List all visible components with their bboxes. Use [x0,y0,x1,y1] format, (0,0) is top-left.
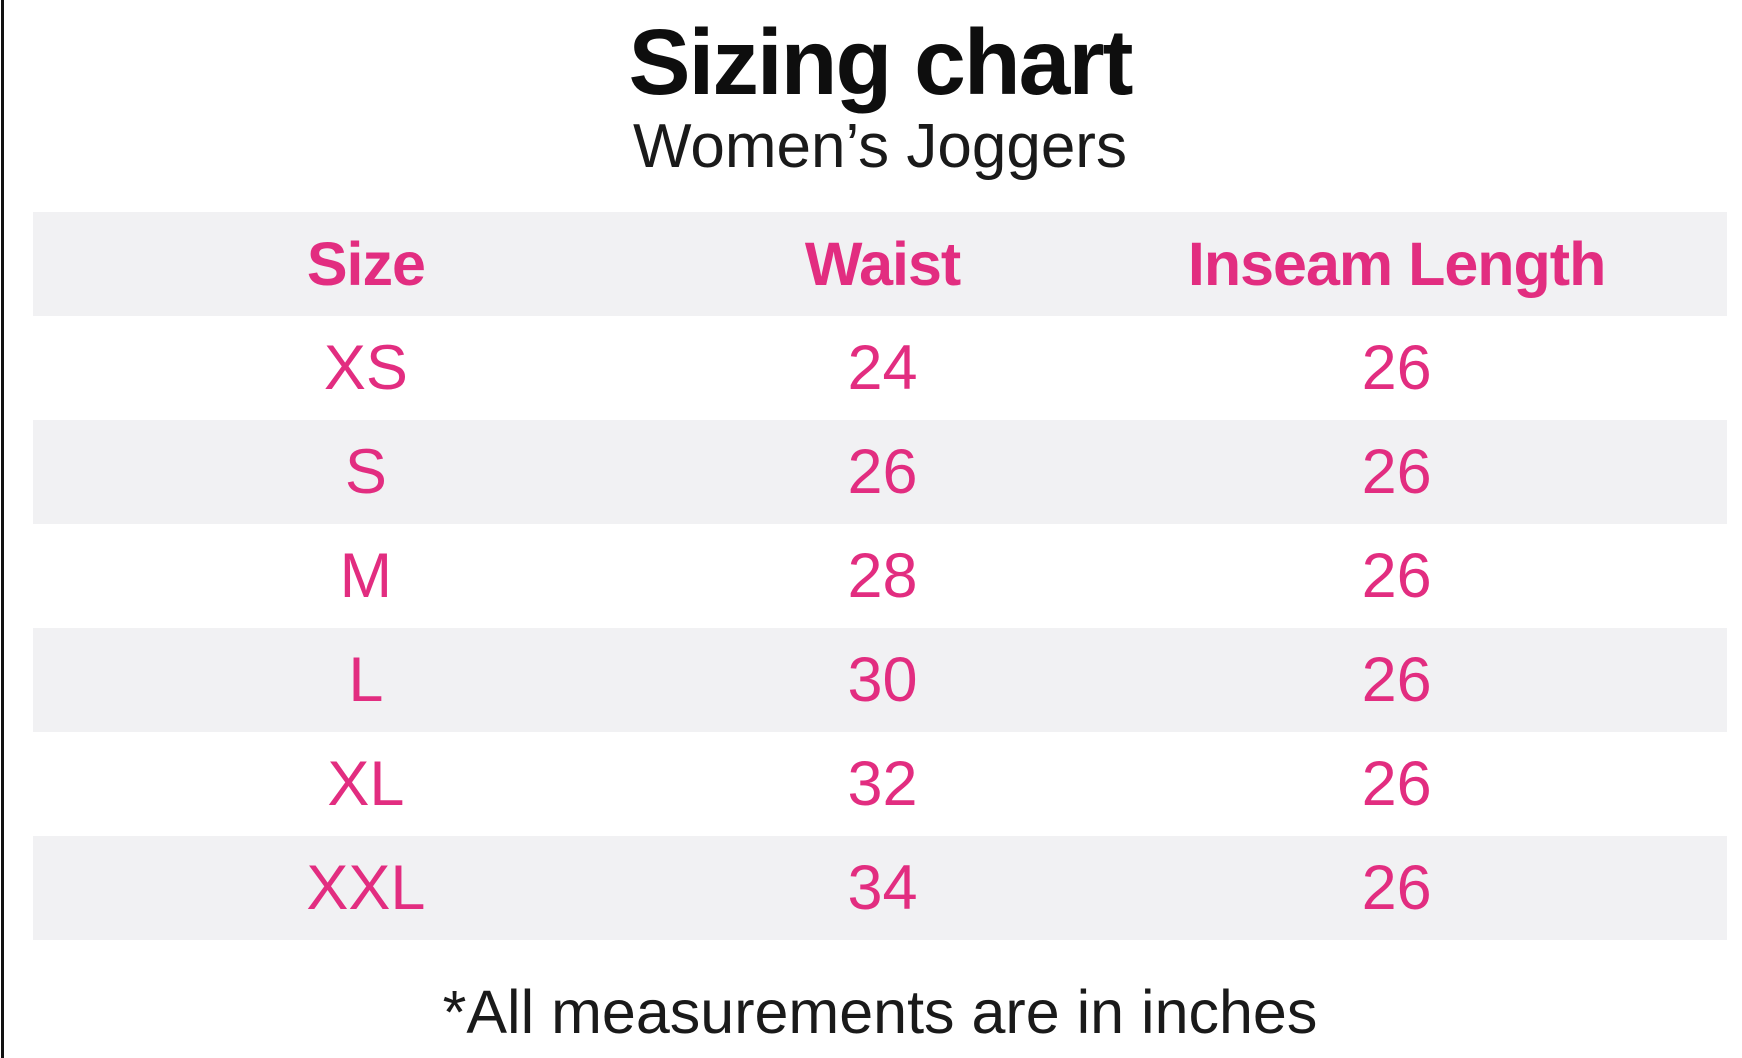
waist-cell: 26 [847,436,918,507]
size-cell: S [344,436,387,507]
page-title: Sizing chart [628,10,1133,114]
waist-cell: 34 [847,852,918,923]
table-row-xs: XS 24 26 [33,316,1727,420]
table-row-s: S 26 26 [33,420,1727,524]
inseam-cell: 26 [1361,748,1432,819]
size-cell: M [339,540,393,611]
sizing-table: Size Waist Inseam Length XS 24 26 S 26 2… [33,212,1727,940]
inseam-cell: 26 [1361,644,1432,715]
table-row-xxl: XXL 34 26 [33,836,1727,940]
measurements-footnote: *All measurements are in inches [442,978,1318,1046]
column-header-waist: Waist [804,229,961,298]
waist-cell: 28 [847,540,918,611]
size-cell: XXL [306,852,426,923]
column-header-size: Size [306,229,426,298]
table-header-row: Size Waist Inseam Length [33,212,1727,316]
inseam-cell: 26 [1361,436,1432,507]
table-row-m: M 28 26 [33,524,1727,628]
size-cell: XS [323,332,408,403]
table-row-xl: XL 32 26 [33,732,1727,836]
waist-cell: 32 [847,748,918,819]
column-header-inseam-length: Inseam Length [1187,229,1606,298]
waist-cell: 24 [847,332,918,403]
inseam-cell: 26 [1361,852,1432,923]
inseam-cell: 26 [1361,540,1432,611]
waist-cell: 30 [847,644,918,715]
page-subtitle: Women’s Joggers [633,112,1127,181]
size-cell: L [348,644,384,715]
left-edge-border [1,0,4,1058]
table-row-l: L 30 26 [33,628,1727,732]
sizing-chart-panel: Sizing chart Women’s Joggers Size Waist … [33,0,1727,1043]
inseam-cell: 26 [1361,332,1432,403]
size-cell: XL [327,748,405,819]
